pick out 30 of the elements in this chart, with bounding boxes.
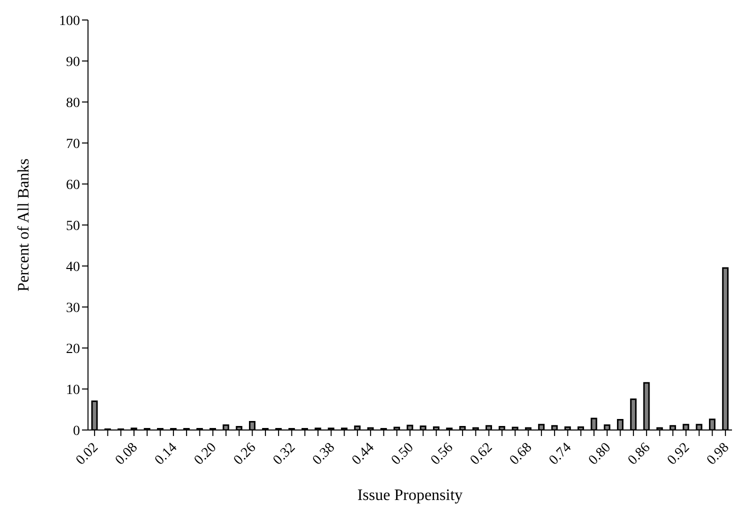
x-tick-label: 0.98	[704, 440, 732, 468]
y-tick-label: 70	[66, 136, 80, 152]
x-tick-label: 0.38	[310, 440, 338, 468]
x-tick-label: 0.02	[73, 440, 102, 468]
x-tick-label: 0.86	[625, 440, 654, 468]
x-axis-title: Issue Propensity	[357, 487, 463, 504]
x-tick-label: 0.08	[112, 440, 141, 468]
y-tick-label: 90	[66, 54, 80, 70]
x-tick-label: 0.92	[664, 440, 693, 468]
x-tick-label: 0.50	[388, 440, 417, 468]
y-tick-label: 10	[66, 382, 80, 398]
y-tick-label: 50	[66, 218, 80, 234]
x-tick-label: 0.80	[586, 440, 614, 468]
y-tick-label: 40	[66, 260, 80, 275]
x-tick-label: 0.14	[152, 440, 180, 468]
x-tick-label: 0.26	[231, 440, 260, 468]
y-tick-label: 100	[59, 14, 80, 29]
y-tick-label: 0	[73, 424, 80, 439]
y-tick-label: 20	[66, 342, 80, 357]
y-tick-label: 60	[66, 178, 80, 193]
y-axis-title: Percent of All Banks	[16, 158, 33, 292]
x-tick-label: 0.56	[428, 440, 456, 468]
x-tick-label: 0.74	[546, 440, 575, 468]
x-tick-label: 0.62	[468, 440, 496, 468]
y-tick-label: 80	[66, 96, 80, 111]
x-tick-label: 0.32	[270, 440, 299, 468]
x-tick-label: 0.68	[507, 440, 536, 468]
x-tick-label: 0.44	[349, 440, 378, 468]
x-tick-label: 0.20	[192, 440, 220, 468]
y-tick-label: 30	[66, 300, 80, 316]
